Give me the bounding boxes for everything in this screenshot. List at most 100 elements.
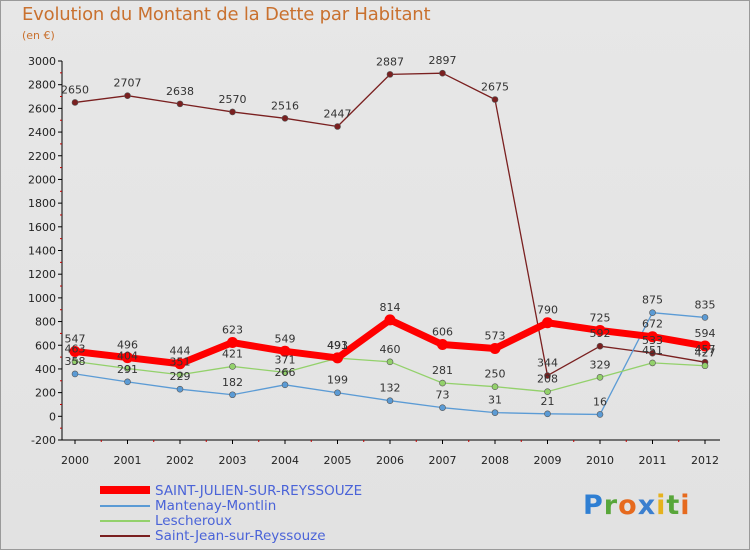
data-label: 2570	[219, 93, 247, 106]
data-point	[386, 397, 394, 404]
legend-item-mantenay: Mantenay-Montlin	[100, 498, 430, 514]
legend-label-lescheroux: Lescheroux	[155, 513, 232, 529]
legend-label-saint-jean: Saint-Jean-sur-Reyssouze	[155, 528, 326, 544]
data-point	[281, 369, 289, 376]
data-label: 371	[275, 353, 296, 366]
legend-swatch-lescheroux	[100, 520, 150, 522]
data-label: 672	[642, 318, 663, 331]
data-point	[174, 358, 186, 370]
x-tick-label: 2007	[429, 454, 457, 467]
data-point	[386, 71, 394, 78]
data-label: 31	[488, 394, 502, 407]
legend-swatch-saint-julien	[100, 486, 150, 494]
data-point	[71, 358, 79, 365]
data-point	[334, 123, 341, 130]
data-point	[124, 365, 131, 372]
data-label: 2675	[481, 80, 509, 93]
x-tick-label: 2003	[219, 454, 247, 467]
data-point	[334, 389, 341, 397]
legend-swatch-saint-jean	[100, 535, 150, 537]
data-point	[701, 314, 709, 321]
data-point	[439, 69, 446, 77]
data-point	[596, 411, 604, 418]
data-label: 790	[537, 304, 558, 317]
chart-subtitle: (en €)	[22, 29, 55, 42]
logo-letter: x	[637, 490, 657, 521]
y-tick-label: -200	[31, 434, 56, 447]
data-point	[649, 359, 656, 367]
x-tick-label: 2010	[586, 454, 614, 467]
legend-item-saint-jean: Saint-Jean-sur-Reyssouze	[100, 528, 430, 544]
y-tick-label: 0	[49, 410, 56, 423]
data-label: 229	[170, 370, 191, 383]
x-tick-label: 2008	[481, 454, 509, 467]
data-label: 451	[642, 344, 663, 357]
logo-letter: r	[603, 490, 619, 521]
data-label: 623	[222, 324, 243, 337]
data-label: 404	[117, 349, 138, 362]
legend-item-saint-julien: SAINT-JULIEN-SUR-REYSSOUZE	[100, 483, 430, 499]
y-tick-label: 2400	[28, 126, 56, 139]
data-label: 533	[642, 334, 663, 347]
series-mantenay-montlin	[71, 309, 709, 418]
data-point	[649, 309, 656, 316]
y-tick-label: 600	[35, 339, 56, 352]
data-labels: 2650 2707 2638 2570 2516 2447 2887 2897 2675 344 5…	[61, 54, 716, 408]
data-label: 2650	[61, 83, 89, 96]
data-point	[699, 340, 711, 352]
data-label: 460	[380, 343, 401, 356]
y-tick-label: 2000	[28, 173, 56, 186]
data-label: 2887	[376, 55, 404, 68]
data-label: 250	[485, 368, 506, 381]
data-point	[227, 337, 238, 349]
x-tick-label: 2002	[166, 454, 194, 467]
series-saint-jean-sur-reyssouze	[71, 69, 709, 379]
logo-letter: i	[680, 490, 691, 521]
data-label: 2447	[324, 107, 352, 120]
y-tick-label: 2200	[28, 150, 56, 163]
x-tick-label: 2011	[639, 454, 667, 467]
y-tick-label: 200	[35, 387, 56, 400]
x-tick-label: 2009	[534, 454, 562, 467]
data-label: 875	[642, 294, 663, 307]
data-point	[649, 349, 656, 357]
data-point	[439, 379, 446, 387]
data-point	[544, 372, 551, 379]
data-label: 73	[436, 389, 450, 402]
proxiti-logo: Proxiti	[583, 490, 691, 521]
data-point	[176, 385, 184, 393]
logo-letter: P	[583, 490, 604, 521]
data-label: 493	[327, 339, 348, 352]
data-point	[281, 115, 289, 122]
legend-swatch-mantenay	[100, 505, 150, 507]
data-label: 457	[695, 343, 716, 356]
data-label: 2897	[429, 54, 457, 67]
data-label: 208	[537, 373, 558, 386]
data-label: 358	[65, 355, 86, 368]
data-label: 132	[380, 382, 401, 395]
logo-letter: i	[656, 490, 667, 521]
x-tick-label: 2004	[271, 454, 299, 467]
data-label: 2707	[114, 77, 142, 90]
x-tick-label: 2012	[691, 454, 719, 467]
data-point	[701, 362, 709, 370]
data-label: 182	[222, 376, 243, 389]
x-tick-label: 2001	[114, 454, 142, 467]
data-label: 2516	[271, 99, 299, 112]
series-lescheroux	[71, 354, 709, 395]
data-label: 427	[695, 347, 716, 360]
data-point	[491, 96, 499, 103]
y-tick-label: 1000	[28, 292, 56, 305]
legend-label-saint-julien: SAINT-JULIEN-SUR-REYSSOUZE	[155, 483, 363, 499]
data-label: 281	[432, 364, 453, 377]
data-label: 496	[117, 339, 138, 352]
data-label: 814	[380, 301, 401, 314]
y-tick-label: 1400	[28, 245, 56, 258]
data-point	[596, 374, 604, 381]
series-saint-julien-sur-reyssouze	[69, 314, 711, 370]
data-label: 421	[222, 347, 243, 360]
x-tick-label: 2005	[324, 454, 352, 467]
logo-letter: o	[618, 490, 638, 521]
logo-letter: t	[666, 490, 681, 521]
